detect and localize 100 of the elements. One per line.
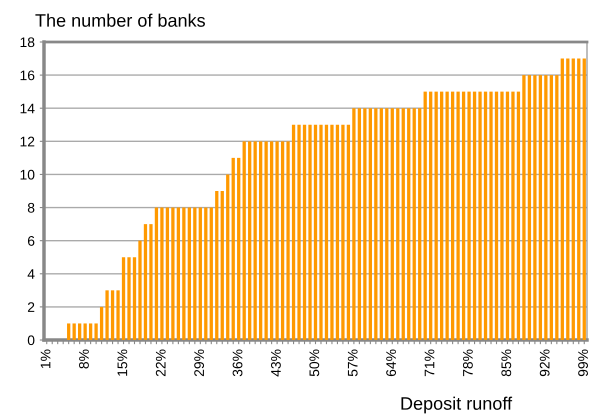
bar — [528, 75, 532, 340]
bar — [533, 75, 537, 340]
x-tick-label: 22% — [156, 350, 166, 376]
bar — [116, 290, 120, 340]
x-tick-label: 64% — [386, 350, 396, 376]
bar — [72, 323, 76, 340]
bar — [280, 141, 284, 340]
bar — [166, 208, 170, 340]
bar — [489, 92, 493, 340]
bar — [154, 208, 158, 340]
bar — [560, 58, 564, 340]
bar — [352, 108, 356, 340]
bar — [429, 92, 432, 340]
bar — [127, 257, 131, 340]
x-tick-label: 92% — [540, 350, 550, 376]
bar — [237, 158, 240, 340]
bar — [445, 92, 449, 340]
bar — [516, 92, 520, 340]
bar — [275, 141, 279, 340]
bar — [270, 141, 274, 340]
x-tick-label: 99% — [578, 350, 588, 376]
bar — [358, 108, 362, 340]
bar — [132, 257, 136, 340]
bar — [226, 174, 230, 340]
bar — [341, 124, 345, 340]
bar — [144, 224, 148, 340]
y-tick-label: 2 — [28, 302, 34, 312]
y-tick-label: 16 — [20, 70, 34, 80]
bar — [522, 75, 526, 340]
bar — [385, 108, 388, 340]
bar — [193, 208, 196, 340]
x-tick-label: 1% — [40, 350, 50, 368]
bar — [494, 92, 498, 340]
bar — [412, 108, 416, 340]
bar — [220, 191, 224, 340]
y-tick-label: 8 — [28, 202, 34, 213]
bar — [314, 124, 318, 340]
bar — [363, 108, 367, 340]
bar — [100, 306, 104, 340]
y-tick-label: 18 — [20, 37, 34, 48]
bar — [555, 75, 558, 340]
bar — [204, 208, 208, 340]
bar — [582, 58, 586, 340]
bar — [78, 323, 82, 340]
bar — [94, 323, 98, 340]
bar — [297, 124, 301, 340]
bar — [336, 124, 340, 340]
bar — [176, 208, 180, 340]
bar — [544, 75, 548, 340]
x-tick-label: 8% — [79, 350, 89, 368]
bar — [324, 124, 328, 340]
y-tick-label: 0 — [28, 335, 34, 346]
bar — [550, 75, 553, 340]
bar — [396, 108, 400, 340]
y-tick-label: 12 — [20, 136, 34, 146]
bar — [292, 124, 296, 340]
bar — [83, 323, 87, 340]
bar — [198, 208, 202, 340]
bar — [572, 58, 575, 340]
x-tick-label: 57% — [348, 350, 358, 376]
bar — [462, 92, 466, 340]
bar — [215, 191, 218, 340]
bar — [484, 92, 488, 340]
bar — [105, 290, 109, 340]
bar — [138, 240, 142, 340]
bar — [122, 257, 126, 340]
bar — [330, 124, 334, 340]
x-axis-title: Deposit runoff — [401, 396, 512, 414]
bar — [478, 92, 482, 340]
bar — [577, 58, 580, 340]
bar — [511, 92, 515, 340]
bar — [407, 108, 410, 340]
bar — [434, 92, 438, 340]
bar — [368, 108, 372, 340]
y-tick-label: 14 — [20, 104, 35, 114]
bar — [308, 124, 312, 340]
bar — [182, 208, 186, 340]
y-tick-label: 6 — [28, 236, 34, 246]
bar — [67, 323, 70, 340]
bar — [500, 92, 504, 340]
bar — [467, 92, 471, 340]
bar — [264, 141, 268, 340]
x-tick-label: 50% — [309, 350, 320, 376]
y-tick-label: 4 — [28, 269, 35, 279]
bar — [506, 92, 510, 340]
x-tick-label: 43% — [271, 350, 281, 377]
bar — [254, 141, 257, 340]
x-tick-label: 29% — [194, 350, 204, 376]
bar — [242, 141, 246, 340]
x-tick-label: 85% — [501, 350, 512, 376]
bar — [346, 124, 350, 340]
bar — [472, 92, 476, 340]
y-tick-label: 10 — [20, 170, 34, 180]
bar — [418, 108, 422, 340]
x-tick-label: 36% — [232, 350, 242, 376]
bar — [402, 108, 405, 340]
bar — [380, 108, 383, 340]
bar — [566, 58, 570, 340]
bar — [302, 124, 306, 340]
bar — [450, 92, 454, 340]
